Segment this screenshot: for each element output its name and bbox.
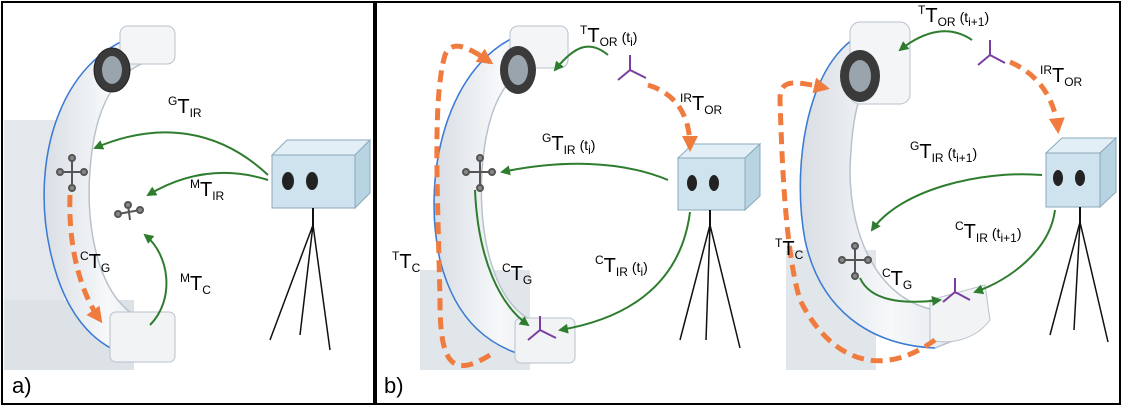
detector-ring-inner	[102, 56, 122, 84]
arrow-c-t-ir-ti1	[973, 209, 1056, 295]
arrow-t-t-c-b2	[777, 77, 937, 364]
tracker-t-icon-b1	[617, 55, 647, 81]
label-g-t-ir-ti1: GTIR (ti+1)	[910, 139, 977, 165]
source-block-b2	[929, 284, 991, 343]
panel-b-left: TTOR (ti) IRTOR GTIR (ti) TTC CTG CTIR (ti)…	[384, 23, 762, 398]
panel-b-frame	[375, 1, 1121, 405]
ir-camera-icon-b1	[676, 142, 762, 349]
marker-g-icon-b1	[462, 154, 496, 192]
arrow-ir-t-or-b1	[647, 82, 698, 152]
label-m-t-c: MTC	[180, 271, 211, 297]
label-t-t-c-b2: TTC	[775, 236, 804, 262]
label-c-t-g-b1: CTG	[502, 261, 532, 287]
label-c-t-g-b2: CTG	[882, 266, 912, 292]
label-t-t-c-b1: TTC	[392, 249, 421, 275]
panel-a: GTIR MTIR CTG MTC a)	[4, 25, 372, 398]
source-block	[109, 311, 176, 363]
label-c-t-ir-ti1: CTIR (ti+1)	[955, 219, 1021, 245]
label-m-t-ir: MTIR	[190, 177, 225, 203]
panel-b-right: TTOR (ti+1) IRTOR GTIR (ti+1) CTIR (ti+1) T…	[775, 3, 1118, 370]
arrow-c-t-g-b1	[474, 189, 530, 327]
label-g-t-ir-ti: GTIR (ti)	[542, 131, 595, 157]
c-arm-blue-edge-b1	[433, 29, 546, 361]
arrow-c-t-ir-ti	[558, 211, 691, 334]
label-c-t-g: CTG	[80, 249, 110, 275]
arrow-t-t-c-b1	[434, 43, 494, 368]
tracker-t-icon-b2	[977, 40, 1006, 66]
marker-m-icon	[114, 201, 144, 221]
marker-g-icon-b2	[838, 242, 872, 280]
source-block-b1	[514, 317, 576, 364]
ir-camera-icon-b2	[1044, 136, 1118, 343]
arrow-m-t-c	[143, 233, 168, 326]
label-g-t-ir: GTIR	[168, 94, 202, 120]
c-arm-blue-edge	[43, 31, 151, 361]
arrow-ir-t-or-b2	[1008, 59, 1065, 134]
arrow-c-t-g-b2	[859, 277, 942, 306]
arrow-g-t-ir-ti1	[870, 173, 1043, 232]
tracker-c-icon-b2	[942, 278, 971, 303]
detector-ring-inner-b1	[508, 55, 528, 85]
label-c-t-ir-ti: CTIR (ti)	[595, 253, 648, 279]
arrow-t-t-or-ti1	[898, 30, 973, 52]
panel-a-letter: a)	[12, 373, 32, 398]
arrow-m-t-ir	[146, 171, 269, 197]
label-ir-t-or-b1: IRTOR	[680, 91, 723, 117]
ir-camera-icon	[269, 138, 372, 351]
panel-a-frame	[1, 1, 375, 405]
label-t-t-or-ti1: TTOR (ti+1)	[918, 3, 989, 29]
detector-head	[119, 25, 176, 65]
arrow-g-t-ir	[93, 131, 269, 176]
c-arm-blue-edge-b2	[799, 27, 936, 349]
detector-ring-inner-b2	[849, 60, 871, 92]
panel-b-letter: b)	[384, 373, 404, 398]
label-t-t-or-ti: TTOR (ti)	[580, 23, 637, 49]
tracker-c-icon-b1	[527, 316, 557, 341]
arrow-g-t-ir-ti	[500, 162, 669, 181]
marker-g-icon	[56, 154, 88, 192]
arrow-t-t-or-ti	[553, 45, 609, 72]
arrow-c-t-g	[67, 194, 103, 324]
label-ir-t-or-b2: IRTOR	[1040, 63, 1083, 89]
